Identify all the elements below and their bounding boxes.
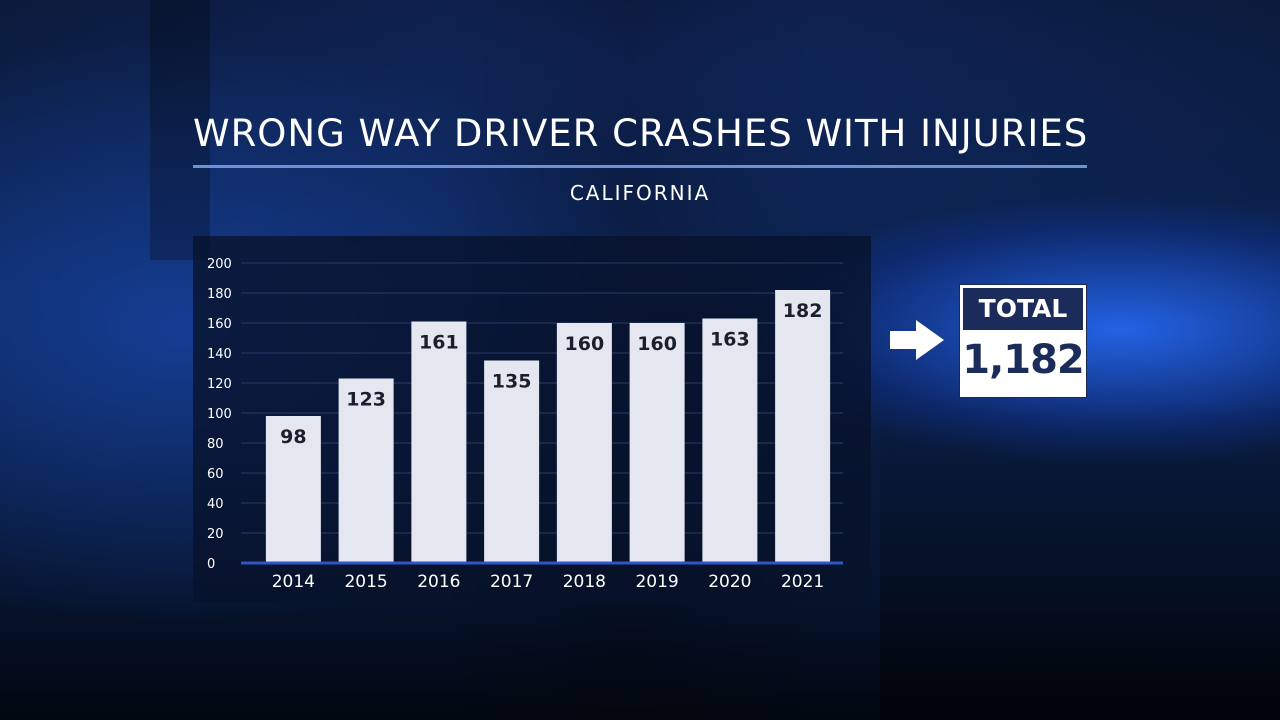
bar [265,416,321,563]
bar-value-label: 160 [637,333,677,355]
y-tick-label: 120 [207,377,232,392]
y-tick-label: 0 [207,557,215,572]
x-tick-label: 2014 [272,572,315,592]
bar [702,318,758,563]
x-tick-label: 2015 [344,572,387,592]
bar [484,360,540,563]
total-value: 1,182 [962,337,1085,383]
bar-value-label: 135 [492,371,532,393]
bar-value-label: 123 [346,389,386,411]
x-tick-label: 2017 [490,572,533,592]
x-tick-label: 2019 [635,572,678,592]
total-label: TOTAL [963,288,1083,330]
x-tick-label: 2016 [417,572,460,592]
y-tick-label: 100 [207,407,232,422]
bar-value-label: 163 [710,329,750,351]
arrow-right-icon [890,320,944,360]
y-tick-label: 140 [207,347,232,362]
title-divider [193,165,1087,168]
y-tick-label: 80 [207,437,224,452]
bar-value-label: 161 [419,332,459,354]
bar [775,290,831,563]
x-tick-label: 2020 [708,572,751,592]
bar [338,378,394,563]
y-tick-label: 60 [207,467,224,482]
y-tick-label: 40 [207,497,224,512]
y-tick-label: 160 [207,317,232,332]
bar-value-label: 160 [565,333,605,355]
chart-subtitle: CALIFORNIA [569,181,711,205]
bar [629,323,685,563]
y-tick-label: 20 [207,527,224,542]
x-tick-label: 2018 [563,572,606,592]
bar [411,321,467,563]
chart-title: WRONG WAY DRIVER CRASHES WITH INJURIES [193,112,1089,155]
y-tick-label: 200 [207,257,232,272]
chart-panel: 0 20 40 60 80 100 120 140 160 180 200 98 2014 123 2015… [193,236,871,603]
x-tick-label: 2021 [781,572,824,592]
background-shape [880,400,1280,720]
bar-value-label: 98 [280,426,306,448]
total-box: TOTAL 1,182 [959,284,1087,398]
bar [556,323,612,563]
background-shape [0,600,1280,720]
bar-chart: 0 20 40 60 80 100 120 140 160 180 200 98 2014 123 2015… [207,257,843,592]
bar-value-label: 182 [783,300,823,322]
y-tick-label: 180 [207,287,232,302]
